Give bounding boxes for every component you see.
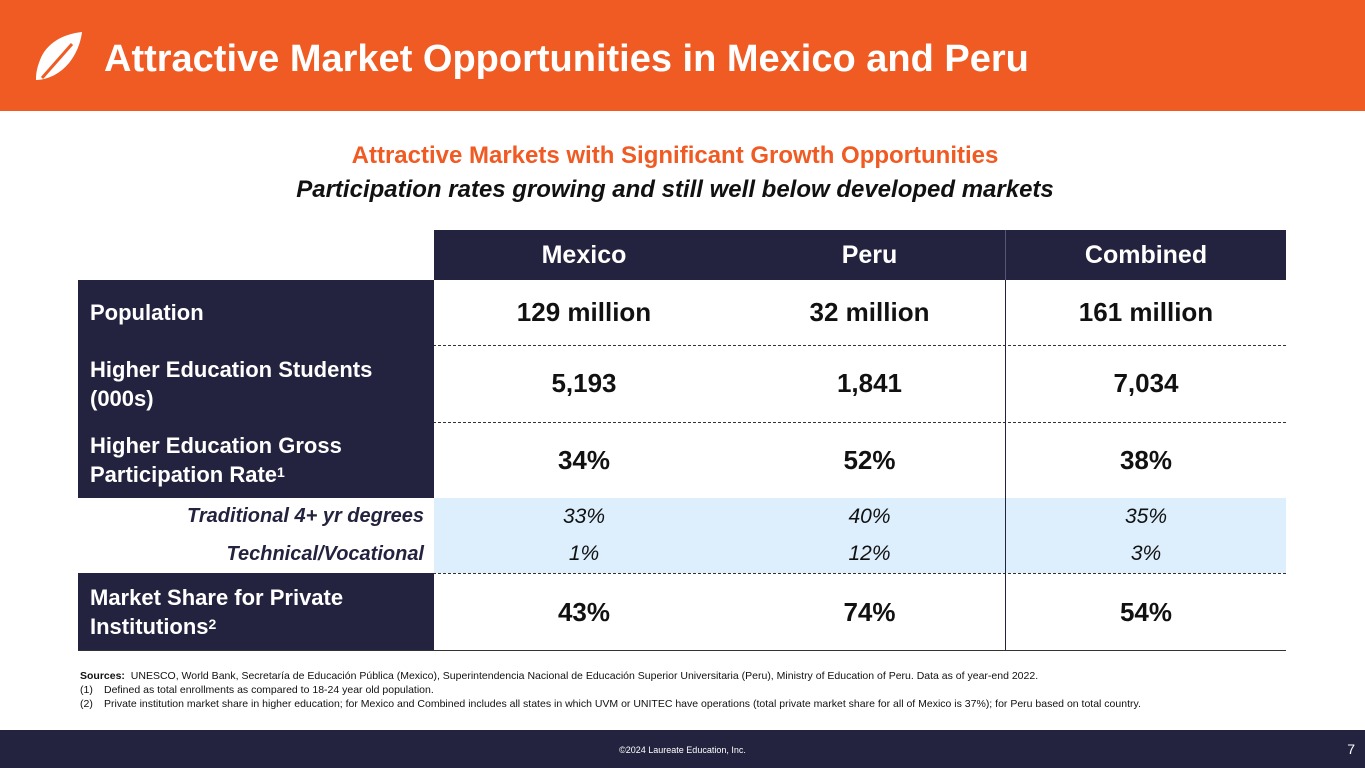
footnote-text: Private institution market share in high… <box>104 698 1141 710</box>
table-cell: 38% <box>1119 444 1173 475</box>
sources-footnotes: Sources: UNESCO, World Bank, Secretaría … <box>80 669 1310 711</box>
table-cell: 74% <box>734 573 1006 651</box>
sources-text: UNESCO, World Bank, Secretaría de Educac… <box>130 670 1039 682</box>
row-label: Market Share for Private Institutions2 <box>78 573 434 651</box>
footnote-1: (1) Defined as total enrollments as compa… <box>80 683 1310 697</box>
subtitle-headline: Attractive Markets with Significant Grow… <box>351 142 999 169</box>
table-cell: 35% <box>1006 498 1286 535</box>
table-cell: 34% <box>557 444 611 475</box>
footnote-marker: 2 <box>208 616 217 632</box>
footnote-text: Defined as total enrollments as compared… <box>104 684 434 696</box>
table-bottom-rule <box>78 650 1286 651</box>
sources-line: Sources: UNESCO, World Bank, Secretaría … <box>80 669 1310 683</box>
footnote-marker: 1 <box>277 464 285 480</box>
table-cell: 1% <box>434 535 734 573</box>
table-row-market-share: Market Share for Private Institutions2 4… <box>78 573 1286 651</box>
row-label: Population <box>78 280 434 345</box>
table-cell: 129 million <box>516 297 652 327</box>
row-label-text: Higher Education Students (000s) <box>90 356 373 411</box>
footer-bar <box>0 730 1365 768</box>
page-number: 7 <box>1347 741 1355 757</box>
row-divider <box>78 573 1286 574</box>
column-header: Mexico <box>434 230 734 280</box>
table-cell: 33% <box>434 498 734 535</box>
table-cell: 3% <box>1006 535 1286 573</box>
table-row-students: Higher Education Students (000s) 5,193 1… <box>78 345 1286 422</box>
table-subrow-traditional: Traditional 4+ yr degrees 33% 40% 35% <box>78 498 1286 535</box>
table-cell: 43% <box>557 596 611 627</box>
row-label-text: Market Share for Private Institutions <box>90 585 344 639</box>
table-cell: 5,193 <box>551 368 617 398</box>
table-header-row: Mexico Peru Combined <box>78 230 1286 280</box>
table-cell: 161 million <box>1078 297 1214 327</box>
column-header: Peru <box>734 230 1006 280</box>
footnote-number: (1) <box>80 684 93 696</box>
column-header: Combined <box>1006 230 1286 280</box>
table-cell: 54% <box>1119 596 1173 627</box>
subrow-label: Technical/Vocational <box>78 535 434 573</box>
table-cell: 52% <box>734 422 1006 498</box>
laureate-leaf-logo-icon <box>36 32 82 80</box>
footnote-2: (2) Private institution market share in h… <box>80 697 1310 711</box>
subrow-label: Traditional 4+ yr degrees <box>78 498 434 535</box>
table-cell: 7,034 <box>1113 368 1179 398</box>
table-cell: 12% <box>734 535 1006 573</box>
subtitle-tagline: Participation rates growing and still we… <box>296 176 1054 203</box>
sources-label: Sources: <box>80 670 125 682</box>
row-label: Higher Education Students (000s) <box>78 345 434 422</box>
footnote-number: (2) <box>80 698 93 710</box>
copyright-text: ©2024 Laureate Education, Inc. <box>619 745 746 755</box>
page-title: Attractive Market Opportunities in Mexic… <box>104 38 1029 80</box>
table-cell: 40% <box>734 498 1006 535</box>
row-label-text: Population <box>90 300 204 325</box>
row-label-text: Higher Education Gross Participation Rat… <box>90 433 342 487</box>
row-divider <box>78 345 1286 346</box>
table-row-participation-rate: Higher Education Gross Participation Rat… <box>78 422 1286 498</box>
table-subrow-technical: Technical/Vocational 1% 12% 3% <box>78 535 1286 573</box>
table-cell: 1,841 <box>734 345 1006 422</box>
table-row-population: Population 129 million 32 million 161 mi… <box>78 280 1286 345</box>
header-bar: Attractive Market Opportunities in Mexic… <box>0 0 1365 111</box>
header-blank-cell <box>78 230 434 280</box>
table-cell: 32 million <box>734 280 1006 345</box>
row-divider <box>78 422 1286 423</box>
row-label: Higher Education Gross Participation Rat… <box>78 422 434 498</box>
